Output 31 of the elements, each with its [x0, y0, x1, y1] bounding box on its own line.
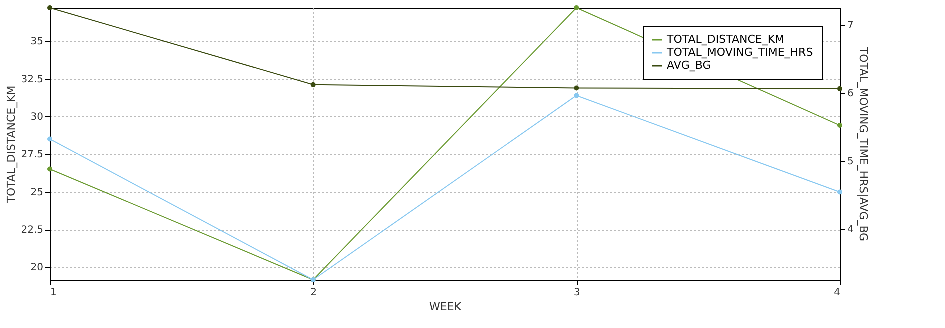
y-tick-label: 35	[30, 36, 44, 48]
y2-tick-label: 5	[848, 156, 854, 168]
y-axis-title: TOTAL_DISTANCE_KM	[5, 86, 18, 204]
point	[48, 136, 52, 142]
y2-tick-label: 7	[848, 20, 854, 32]
y-tick-label: 30	[30, 112, 44, 123]
x-tick-label: 3	[574, 288, 580, 298]
y-tick-label: 20	[30, 262, 44, 274]
legend-label: TOTAL_DISTANCE_KM	[666, 33, 785, 46]
y2-tick-label: 6	[848, 88, 854, 100]
y2-tick-label: 4	[848, 224, 854, 236]
legend-label: TOTAL_MOVING_TIME_HRS	[666, 46, 814, 59]
y-tick-label: 32.5	[21, 74, 44, 86]
x-tick-label: 2	[310, 288, 318, 298]
x-axis-title: WEEK	[430, 300, 462, 314]
x-tick-label: 1	[50, 288, 57, 298]
point	[310, 82, 316, 88]
legend-label: AVG_BG	[667, 59, 712, 72]
y-tick-label: 27.5	[21, 150, 44, 161]
point	[838, 190, 842, 195]
point	[574, 86, 580, 91]
point	[48, 166, 52, 172]
y-tick-label: 22.5	[21, 225, 44, 236]
y-tick-label: 25	[30, 187, 44, 198]
point	[48, 6, 52, 10]
x-tick-label: 4	[834, 288, 840, 298]
point	[574, 6, 580, 10]
point	[838, 123, 842, 128]
y2-axis-title: TOTAL_MOVING_TIME_HRS|AVG_BG	[856, 46, 870, 242]
point	[838, 86, 842, 92]
point	[574, 93, 580, 98]
